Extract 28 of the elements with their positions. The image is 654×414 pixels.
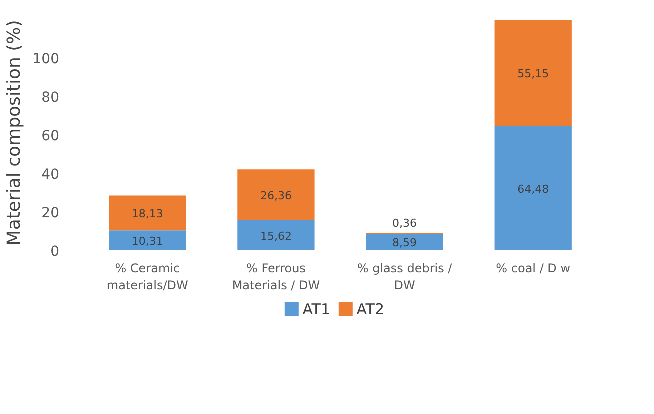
x-tick-label: % coal / D w	[496, 262, 571, 276]
y-tick-label: 80	[42, 90, 60, 106]
bar	[494, 20, 572, 126]
bar	[109, 230, 186, 250]
x-tick-label: % Ceramic materials/DW	[106, 262, 189, 292]
data-label: 10,31	[132, 235, 164, 248]
bar	[238, 170, 315, 220]
y-tick-label: 0	[50, 244, 60, 260]
legend-label: AT2	[356, 300, 385, 318]
bar	[494, 126, 572, 250]
legend-label: AT1	[302, 300, 331, 318]
data-label: 0,36	[392, 217, 418, 230]
y-tick-label: 100	[32, 51, 60, 68]
y-tick-label: 60	[42, 128, 60, 144]
y-axis-title: Material composition (%)	[4, 20, 25, 246]
y-tick-label: 40	[42, 166, 60, 183]
bar	[366, 234, 444, 250]
x-tick-label: % glass debris / DW	[357, 262, 454, 292]
data-label: 64,48	[518, 182, 550, 196]
bar	[109, 196, 186, 231]
data-label: 18,13	[132, 208, 164, 221]
data-label: 26,36	[260, 190, 292, 203]
data-label: 8,59	[392, 236, 418, 250]
data-label: 15,62	[260, 230, 292, 243]
y-tick-label: 20	[42, 205, 60, 222]
data-label: 55,15	[518, 68, 550, 81]
bar	[238, 220, 315, 250]
x-tick-label: % Ferrous Materials / DW	[232, 262, 320, 292]
